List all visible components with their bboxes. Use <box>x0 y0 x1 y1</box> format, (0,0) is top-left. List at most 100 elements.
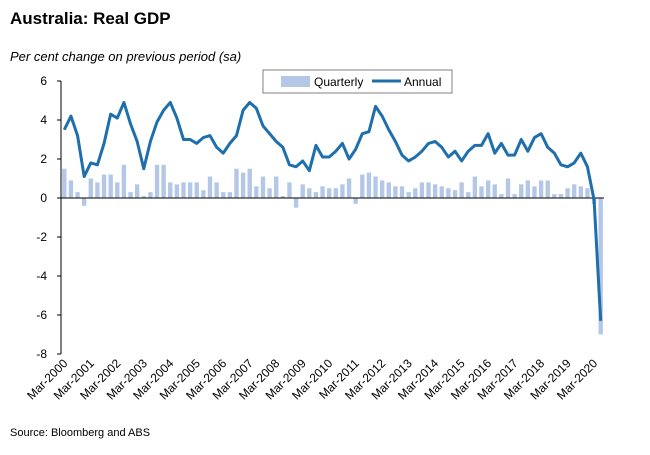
quarterly-bar <box>194 182 199 198</box>
quarterly-bar <box>366 172 372 198</box>
quarterly-bar <box>525 180 531 198</box>
quarterly-bar <box>538 180 544 198</box>
quarterly-bars <box>62 164 603 335</box>
quarterly-bar <box>68 180 74 198</box>
quarterly-bar <box>62 168 67 198</box>
quarterly-bar <box>499 194 504 198</box>
quarterly-bar <box>108 174 113 198</box>
quarterly-bar <box>578 186 584 198</box>
quarterly-bar <box>340 184 345 198</box>
legend-annual-label: Annual <box>404 75 441 89</box>
source-note: Source: Bloomberg and ABS <box>10 427 151 439</box>
quarterly-bar <box>274 176 279 198</box>
y-tick-label: -8 <box>36 347 47 361</box>
quarterly-bar <box>327 188 332 198</box>
quarterly-bar <box>128 192 133 198</box>
quarterly-bar <box>320 186 325 198</box>
quarterly-bar <box>260 176 266 198</box>
quarterly-bar <box>406 192 411 198</box>
quarterly-bar <box>88 178 93 198</box>
quarterly-bar <box>459 182 464 198</box>
quarterly-bar <box>141 196 146 198</box>
quarterly-bar <box>552 194 557 198</box>
quarterly-bar <box>187 182 193 198</box>
legend-quarterly-swatch <box>281 76 310 87</box>
chart-subtitle: Per cent change on previous period (sa) <box>10 49 242 64</box>
quarterly-bar <box>333 188 338 198</box>
quarterly-bar <box>492 184 497 198</box>
quarterly-bar <box>512 194 517 198</box>
quarterly-bar <box>452 190 458 198</box>
y-axis-ticks: 6 4 2 0 -2 -4 -6 -8 <box>36 74 61 361</box>
quarterly-bar <box>353 198 358 204</box>
y-tick-label: -6 <box>36 308 47 322</box>
quarterly-bar <box>207 176 213 198</box>
chart-title: Australia: Real GDP <box>10 9 171 28</box>
quarterly-bar <box>174 184 180 198</box>
y-tick-label: -2 <box>36 230 47 244</box>
quarterly-bar <box>134 184 140 198</box>
quarterly-bar <box>115 182 120 198</box>
quarterly-bar <box>221 192 226 198</box>
quarterly-bar <box>432 184 438 198</box>
quarterly-bar <box>300 184 305 198</box>
quarterly-bar <box>214 182 219 198</box>
quarterly-bar <box>439 186 444 198</box>
quarterly-bar <box>154 164 160 198</box>
quarterly-bar <box>386 182 391 198</box>
quarterly-bar <box>247 168 252 198</box>
quarterly-bar <box>307 188 312 198</box>
quarterly-bar <box>346 178 352 198</box>
quarterly-bar <box>419 182 425 198</box>
quarterly-bar <box>161 164 166 198</box>
quarterly-bar <box>373 176 378 198</box>
quarterly-bar <box>227 192 233 198</box>
y-tick-label: 4 <box>40 113 47 127</box>
y-tick-label: 6 <box>40 74 47 88</box>
quarterly-bar <box>360 174 365 198</box>
quarterly-bar <box>254 186 259 198</box>
quarterly-bar <box>565 188 570 198</box>
quarterly-bar <box>393 186 398 198</box>
quarterly-bar <box>280 196 286 198</box>
quarterly-bar <box>201 190 206 198</box>
y-tick-label: 2 <box>40 152 47 166</box>
quarterly-bar <box>479 186 484 198</box>
quarterly-bar <box>572 184 577 198</box>
quarterly-bar <box>234 168 239 198</box>
quarterly-bar <box>446 188 451 198</box>
quarterly-bar <box>168 182 173 198</box>
quarterly-bar <box>293 198 299 208</box>
y-tick-label: -4 <box>36 269 47 283</box>
y-tick-label: 0 <box>40 191 47 205</box>
quarterly-bar <box>148 192 153 198</box>
annual-series-line <box>62 100 603 321</box>
quarterly-bar <box>466 192 471 198</box>
quarterly-bar <box>313 192 319 198</box>
quarterly-bar <box>379 180 385 198</box>
quarterly-bar <box>505 178 511 198</box>
legend-box <box>262 69 453 94</box>
quarterly-bar <box>399 186 405 198</box>
quarterly-bar <box>181 182 186 198</box>
quarterly-bar <box>101 174 107 198</box>
quarterly-bar <box>267 188 272 198</box>
quarterly-bar <box>287 182 292 198</box>
gdp-chart: 6 4 2 0 -2 -4 -6 -8 Mar-2000Mar-2001Mar-2002Mar… <box>24 69 604 402</box>
quarterly-bar <box>545 180 550 198</box>
quarterly-bar <box>95 182 100 198</box>
quarterly-bar <box>413 188 418 198</box>
legend: Quarterly Annual <box>262 69 453 94</box>
quarterly-bar <box>121 164 127 198</box>
quarterly-bar <box>485 180 491 198</box>
quarterly-bar <box>240 172 246 198</box>
quarterly-bar <box>472 176 478 198</box>
quarterly-bar <box>75 192 80 198</box>
quarterly-bar <box>585 188 590 198</box>
quarterly-bar <box>81 198 87 206</box>
quarterly-bar <box>598 198 603 335</box>
quarterly-bar <box>519 184 524 198</box>
legend-quarterly-label: Quarterly <box>314 75 363 89</box>
quarterly-bar <box>558 194 564 198</box>
quarterly-bar <box>426 182 431 198</box>
